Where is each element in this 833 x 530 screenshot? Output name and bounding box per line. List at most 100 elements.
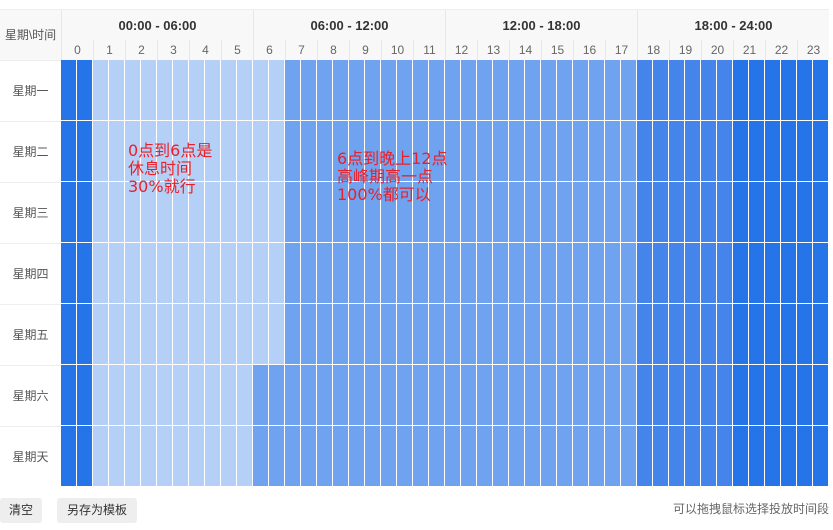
time-slot-cell[interactable] — [349, 121, 365, 182]
time-slot-cell[interactable] — [429, 365, 445, 426]
time-slot-cell[interactable] — [445, 121, 461, 182]
time-slot-cell[interactable] — [765, 243, 781, 304]
time-slot-cell[interactable] — [653, 365, 669, 426]
time-slot-cell[interactable] — [381, 365, 397, 426]
time-slot-cell[interactable] — [637, 121, 653, 182]
time-slot-cell[interactable] — [781, 426, 797, 487]
time-slot-cell[interactable] — [701, 121, 717, 182]
time-slot-cell[interactable] — [477, 304, 493, 365]
time-slot-cell[interactable] — [605, 365, 621, 426]
time-slot-cell[interactable] — [301, 243, 317, 304]
time-slot-cell[interactable] — [413, 243, 429, 304]
time-slot-cell[interactable] — [733, 182, 749, 243]
time-slot-cell[interactable] — [285, 243, 301, 304]
time-slot-cell[interactable] — [669, 426, 685, 487]
time-slot-cell[interactable] — [317, 182, 333, 243]
time-slot-cell[interactable] — [461, 60, 477, 121]
time-slot-cell[interactable] — [637, 182, 653, 243]
time-slot-cell[interactable] — [365, 426, 381, 487]
time-slot-cell[interactable] — [253, 243, 269, 304]
time-slot-cell[interactable] — [253, 60, 269, 121]
time-slot-cell[interactable] — [685, 365, 701, 426]
time-slot-cell[interactable] — [285, 304, 301, 365]
time-slot-cell[interactable] — [589, 182, 605, 243]
time-slot-cell[interactable] — [269, 60, 285, 121]
time-slot-cell[interactable] — [685, 121, 701, 182]
time-slot-cell[interactable] — [141, 182, 157, 243]
time-slot-cell[interactable] — [589, 60, 605, 121]
time-slot-cell[interactable] — [237, 365, 253, 426]
time-slot-cell[interactable] — [333, 365, 349, 426]
time-slot-cell[interactable] — [189, 243, 205, 304]
time-slot-cell[interactable] — [541, 121, 557, 182]
time-slot-cell[interactable] — [733, 304, 749, 365]
time-slot-cell[interactable] — [173, 60, 189, 121]
time-slot-cell[interactable] — [205, 365, 221, 426]
time-slot-cell[interactable] — [573, 365, 589, 426]
time-slot-cell[interactable] — [509, 365, 525, 426]
time-slot-cell[interactable] — [813, 426, 829, 487]
time-slot-cell[interactable] — [445, 182, 461, 243]
time-slot-cell[interactable] — [77, 182, 93, 243]
time-slot-cell[interactable] — [589, 243, 605, 304]
time-slot-cell[interactable] — [461, 365, 477, 426]
time-slot-cell[interactable] — [429, 243, 445, 304]
time-slot-cell[interactable] — [749, 243, 765, 304]
time-slot-cell[interactable] — [157, 365, 173, 426]
time-slot-cell[interactable] — [349, 304, 365, 365]
time-slot-cell[interactable] — [669, 365, 685, 426]
time-slot-cell[interactable] — [317, 60, 333, 121]
time-slot-cell[interactable] — [477, 182, 493, 243]
time-slot-cell[interactable] — [125, 426, 141, 487]
time-slot-cell[interactable] — [157, 243, 173, 304]
time-slot-cell[interactable] — [541, 426, 557, 487]
time-slot-cell[interactable] — [429, 304, 445, 365]
time-slot-cell[interactable] — [749, 426, 765, 487]
time-slot-cell[interactable] — [61, 365, 77, 426]
time-slot-cell[interactable] — [621, 182, 637, 243]
time-slot-cell[interactable] — [541, 365, 557, 426]
time-slot-cell[interactable] — [413, 60, 429, 121]
time-slot-cell[interactable] — [237, 60, 253, 121]
time-slot-cell[interactable] — [205, 182, 221, 243]
time-slot-cell[interactable] — [381, 60, 397, 121]
time-slot-cell[interactable] — [557, 182, 573, 243]
time-slot-cell[interactable] — [653, 60, 669, 121]
time-slot-cell[interactable] — [269, 243, 285, 304]
time-slot-cell[interactable] — [397, 243, 413, 304]
time-slot-cell[interactable] — [653, 182, 669, 243]
time-slot-cell[interactable] — [125, 304, 141, 365]
time-slot-cell[interactable] — [93, 60, 109, 121]
time-slot-cell[interactable] — [285, 426, 301, 487]
time-slot-cell[interactable] — [717, 426, 733, 487]
time-slot-cell[interactable] — [205, 60, 221, 121]
time-slot-cell[interactable] — [781, 304, 797, 365]
time-slot-cell[interactable] — [381, 121, 397, 182]
time-slot-cell[interactable] — [365, 365, 381, 426]
time-slot-cell[interactable] — [381, 243, 397, 304]
time-slot-cell[interactable] — [701, 304, 717, 365]
time-slot-cell[interactable] — [797, 426, 813, 487]
time-slot-cell[interactable] — [701, 243, 717, 304]
time-slot-cell[interactable] — [589, 365, 605, 426]
time-slot-cell[interactable] — [221, 121, 237, 182]
time-slot-cell[interactable] — [141, 365, 157, 426]
time-slot-cell[interactable] — [109, 426, 125, 487]
time-slot-cell[interactable] — [253, 121, 269, 182]
time-slot-cell[interactable] — [93, 426, 109, 487]
time-slot-cell[interactable] — [493, 426, 509, 487]
time-slot-cell[interactable] — [541, 182, 557, 243]
time-slot-cell[interactable] — [813, 182, 829, 243]
time-slot-cell[interactable] — [93, 365, 109, 426]
time-slot-cell[interactable] — [381, 304, 397, 365]
time-slot-cell[interactable] — [157, 182, 173, 243]
time-slot-cell[interactable] — [61, 243, 77, 304]
time-slot-cell[interactable] — [637, 304, 653, 365]
time-slot-cell[interactable] — [173, 121, 189, 182]
time-slot-cell[interactable] — [669, 60, 685, 121]
time-slot-cell[interactable] — [349, 243, 365, 304]
time-slot-cell[interactable] — [173, 426, 189, 487]
time-slot-cell[interactable] — [541, 60, 557, 121]
time-slot-cell[interactable] — [61, 121, 77, 182]
time-slot-cell[interactable] — [541, 304, 557, 365]
